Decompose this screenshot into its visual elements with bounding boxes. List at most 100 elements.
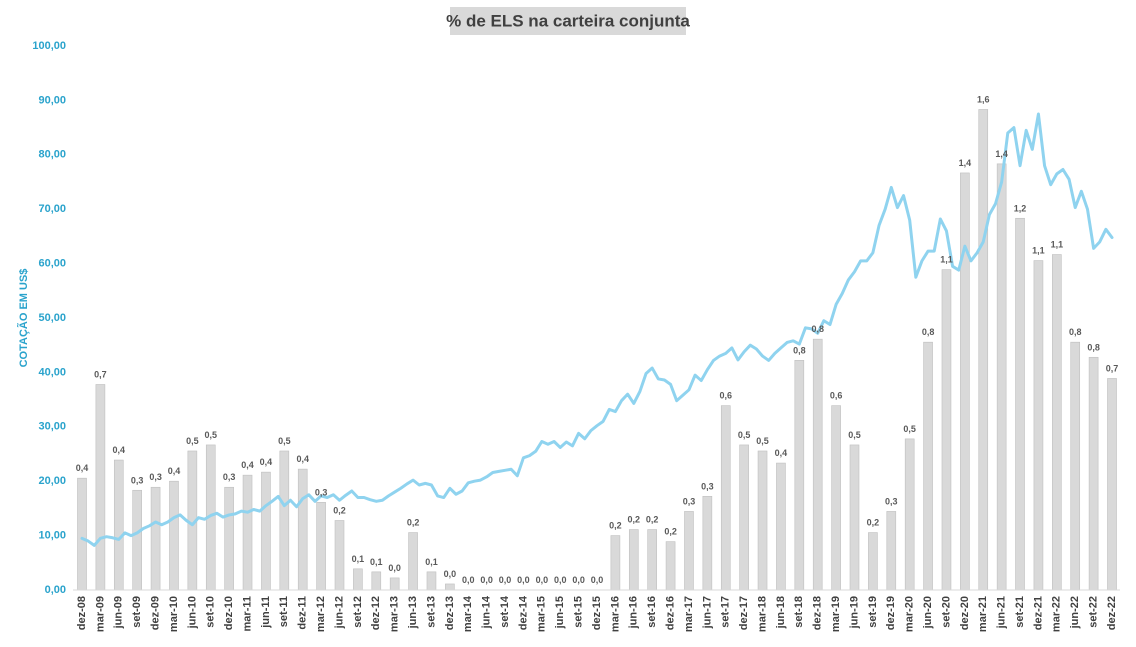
data-label: 0,0 <box>388 563 401 573</box>
x-tick-label: jun-11 <box>260 596 272 629</box>
y-tick-label: 80,00 <box>38 149 66 161</box>
data-label: 0,8 <box>811 324 824 334</box>
x-tick-label: set-10 <box>205 596 217 628</box>
data-label: 1,2 <box>1014 203 1027 213</box>
y-tick-label: 40,00 <box>38 366 66 378</box>
bar <box>169 480 179 591</box>
x-tick-label: jun-15 <box>554 596 566 629</box>
x-tick-label: mar-17 <box>683 596 695 632</box>
y-tick-label: 50,00 <box>38 312 66 324</box>
x-tick-label: jun-18 <box>775 596 787 629</box>
y-tick-label: 70,00 <box>38 203 66 215</box>
x-tick-label: dez-10 <box>223 596 235 630</box>
y-tick-label: 100,00 <box>32 40 66 52</box>
x-tick-label: jun-17 <box>701 596 713 629</box>
x-tick-label: set-11 <box>278 596 290 627</box>
bar <box>261 471 271 591</box>
x-tick-label: mar-16 <box>609 596 621 632</box>
bar <box>776 462 786 591</box>
x-tick-label: mar-13 <box>389 596 401 632</box>
bar <box>886 511 897 591</box>
y-tick-label: 30,00 <box>38 421 66 433</box>
data-label: 0,4 <box>775 448 788 458</box>
data-label: 0,2 <box>628 515 641 525</box>
y-tick-label: 90,00 <box>38 94 66 106</box>
x-tick-label: mar-19 <box>830 596 842 632</box>
x-tick-label: mar-18 <box>756 596 768 632</box>
bar <box>739 444 749 591</box>
x-tick-label: set-15 <box>573 596 585 628</box>
data-label: 0,6 <box>719 391 732 401</box>
data-label: 0,2 <box>646 515 659 525</box>
bar <box>242 474 253 591</box>
data-label: 1,4 <box>995 149 1008 159</box>
x-tick-label: mar-12 <box>315 596 327 632</box>
data-label: 0,1 <box>425 557 438 567</box>
data-label: 0,1 <box>352 554 365 564</box>
bar <box>389 577 400 591</box>
data-label: 0,0 <box>572 575 585 585</box>
bar <box>353 568 363 591</box>
bar <box>224 486 234 591</box>
bar <box>279 450 290 591</box>
data-label: 0,4 <box>168 466 181 476</box>
x-tick-label: jun-21 <box>996 596 1008 629</box>
bar <box>1033 260 1044 591</box>
bar <box>408 532 418 591</box>
data-label: 0,3 <box>701 481 714 491</box>
data-label: 0,8 <box>1087 342 1100 352</box>
data-label: 1,1 <box>1032 246 1045 256</box>
y-tick-label: 20,00 <box>38 475 66 487</box>
y-axis-title: COTAÇÃO EM US$ <box>17 269 30 368</box>
data-label: 0,5 <box>738 430 751 440</box>
x-tick-label: set-17 <box>720 596 732 628</box>
x-tick-label: set-13 <box>425 596 437 628</box>
data-label: 0,6 <box>830 391 843 401</box>
x-tick-label: dez-20 <box>959 596 971 630</box>
data-label: 0,4 <box>113 445 126 455</box>
bar <box>297 468 308 591</box>
x-tick-label: dez-18 <box>812 596 824 630</box>
data-label: 0,7 <box>94 369 107 379</box>
bars <box>77 109 1117 591</box>
data-label: 0,5 <box>186 436 199 446</box>
bar <box>334 520 345 591</box>
x-tick-label: set-19 <box>867 596 879 628</box>
x-tick-label: dez-14 <box>517 595 529 630</box>
data-label: 0,0 <box>536 575 549 585</box>
bar <box>794 360 805 591</box>
data-label: 0,3 <box>149 472 162 482</box>
bar <box>904 438 915 591</box>
bar <box>665 541 676 591</box>
data-label: 0,4 <box>76 463 89 473</box>
bar <box>684 511 694 591</box>
x-tick-label: set-16 <box>646 596 658 628</box>
bar <box>150 486 161 591</box>
x-tick-label: dez-22 <box>1106 596 1118 630</box>
data-label: 1,6 <box>977 94 990 104</box>
data-label: 0,4 <box>260 457 273 467</box>
bar <box>371 571 382 591</box>
x-tick-label: jun-10 <box>186 596 198 629</box>
bar <box>113 459 124 591</box>
data-label: 0,5 <box>903 424 916 434</box>
bar <box>1107 378 1117 591</box>
data-label: 0,2 <box>407 518 420 528</box>
bar <box>849 444 860 591</box>
bar <box>1015 217 1025 591</box>
x-tick-label: jun-13 <box>407 596 419 629</box>
x-tick-label: set-21 <box>1014 596 1026 628</box>
bar <box>316 502 326 591</box>
x-tick-label: mar-10 <box>168 596 180 632</box>
bar <box>95 384 106 591</box>
bar <box>812 338 823 591</box>
chart-title: % de ELS na carteira conjunta <box>446 11 690 30</box>
data-label: 0,1 <box>370 557 383 567</box>
bar <box>426 571 437 591</box>
data-label: 0,8 <box>1069 327 1082 337</box>
data-label: 0,0 <box>517 575 530 585</box>
y-tick-label: 60,00 <box>38 258 66 270</box>
data-label: 0,0 <box>462 575 475 585</box>
data-label: 0,2 <box>333 505 346 515</box>
